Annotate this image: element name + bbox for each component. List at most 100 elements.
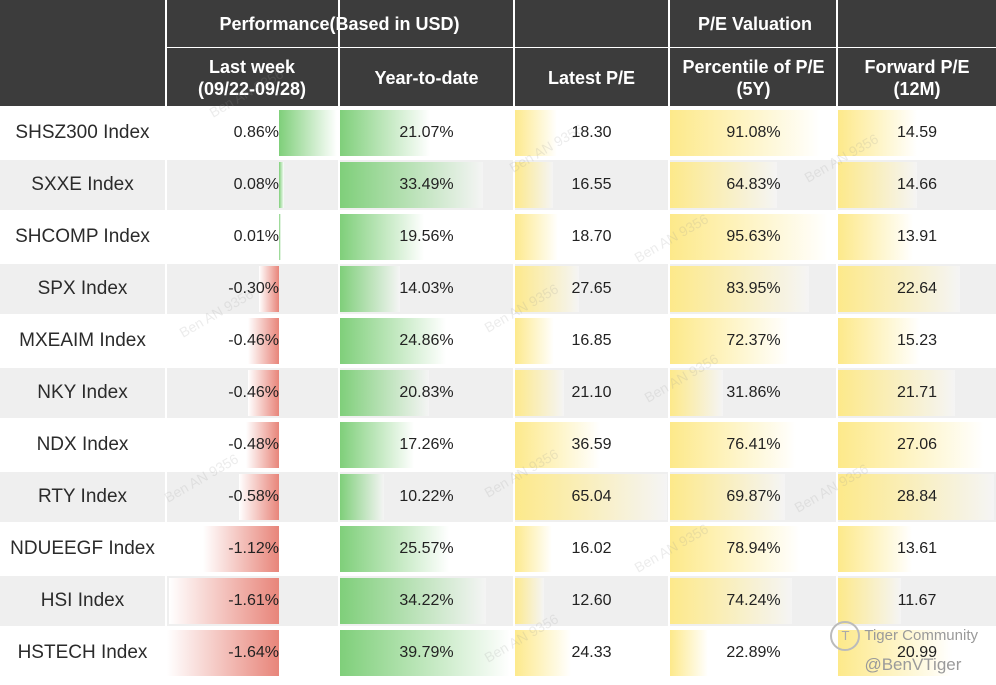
col-header-forward-pe-line2: (12M) <box>893 78 941 99</box>
percentile-cell: 31.86% <box>670 368 837 418</box>
percentile-bar <box>670 630 708 676</box>
latest-pe-cell: 21.10 <box>514 368 669 418</box>
ytd-bar <box>340 266 400 312</box>
forward-pe-cell: 14.59 <box>838 108 996 158</box>
forward-pe-bar <box>838 162 918 208</box>
forward-pe-value: 21.71 <box>896 384 938 401</box>
forward-pe-cell: 14.66 <box>838 160 996 210</box>
percentile-value: 74.24% <box>726 592 781 609</box>
ytd-cell: 34.22% <box>340 576 513 626</box>
forward-pe-value: 22.64 <box>896 280 938 297</box>
col-header-last-week-line2: (09/22-09/28) <box>197 78 307 99</box>
row-divider <box>0 314 996 316</box>
row-label: SHSZ300 Index <box>15 122 150 143</box>
percentile-bar <box>670 370 723 416</box>
ytd-cell: 21.07% <box>340 108 513 158</box>
latest-pe-bar <box>514 214 558 260</box>
branding-community-row: T Tiger Community <box>830 621 978 651</box>
col-header-forward-pe: Forward P/E (12M) <box>838 48 996 107</box>
ytd-cell: 33.49% <box>340 160 513 210</box>
latest-pe-cell: 16.02 <box>514 524 669 574</box>
percentile-bar <box>670 422 797 468</box>
latest-pe-cell: 16.85 <box>514 316 669 366</box>
last-week-bar <box>247 318 279 364</box>
percentile-cell: 22.89% <box>670 628 837 678</box>
percentile-bar <box>670 474 786 520</box>
forward-pe-bar <box>838 214 914 260</box>
ytd-value: 34.22% <box>399 592 454 609</box>
col-header-ytd: Year-to-date <box>340 48 513 107</box>
ytd-bar <box>340 214 424 260</box>
forward-pe-bar <box>838 318 921 364</box>
header-corner <box>0 0 165 107</box>
ytd-value: 14.03% <box>399 280 454 297</box>
ytd-cell: 19.56% <box>340 212 513 262</box>
percentile-value: 22.89% <box>726 644 781 661</box>
ytd-value: 19.56% <box>399 228 454 245</box>
header-valuation-label: P/E Valuation <box>697 13 813 34</box>
col-header-percentile-line2: (5Y) <box>736 78 771 99</box>
latest-pe-bar <box>514 266 580 312</box>
row-divider <box>0 678 996 680</box>
last-week-value: -0.46% <box>228 384 279 401</box>
row-label: NKY Index <box>37 382 128 403</box>
latest-pe-value: 16.85 <box>571 332 612 349</box>
last-week-bar <box>169 578 279 624</box>
latest-pe-cell: 36.59 <box>514 420 669 470</box>
row-label: SPX Index <box>37 278 128 299</box>
latest-pe-value: 16.02 <box>571 540 612 557</box>
row-divider <box>0 574 996 576</box>
ytd-value: 10.22% <box>399 488 454 505</box>
ytd-bar <box>340 526 450 572</box>
ytd-cell: 14.03% <box>340 264 513 314</box>
row-label: NDUEEGF Index <box>10 538 155 559</box>
last-week-cell: -1.61% <box>166 576 338 626</box>
ytd-value: 20.83% <box>399 384 454 401</box>
forward-pe-cell: 22.64 <box>838 264 996 314</box>
forward-pe-bar <box>838 370 956 416</box>
percentile-value: 31.86% <box>726 384 781 401</box>
ytd-value: 39.79% <box>399 644 454 661</box>
percentile-bar <box>670 162 777 208</box>
forward-pe-cell: 21.71 <box>838 368 996 418</box>
latest-pe-value: 21.10 <box>571 384 612 401</box>
forward-pe-cell: 28.84 <box>838 472 996 522</box>
percentile-value: 83.95% <box>726 280 781 297</box>
forward-pe-bar <box>838 266 961 312</box>
latest-pe-bar <box>514 162 553 208</box>
forward-pe-bar <box>838 110 917 156</box>
ytd-value: 24.86% <box>399 332 454 349</box>
row-label: SXXE Index <box>31 174 134 195</box>
forward-pe-bar <box>838 526 912 572</box>
percentile-cell: 78.94% <box>670 524 837 574</box>
latest-pe-cell: 18.70 <box>514 212 669 262</box>
ytd-cell: 39.79% <box>340 628 513 678</box>
last-week-cell: -0.46% <box>166 368 338 418</box>
forward-pe-value: 11.67 <box>897 592 937 609</box>
forward-pe-cell: 15.23 <box>838 316 996 366</box>
latest-pe-bar <box>514 370 564 416</box>
last-week-bar <box>239 474 279 520</box>
forward-pe-value: 13.61 <box>896 540 938 557</box>
latest-pe-bar <box>514 474 667 520</box>
last-week-bar <box>279 162 285 208</box>
branding: T Tiger Community @BenVTiger <box>830 621 978 675</box>
column-divider <box>836 0 838 685</box>
latest-pe-bar <box>514 318 554 364</box>
last-week-bar <box>167 630 279 676</box>
last-week-bar <box>202 526 279 572</box>
row-label: HSTECH Index <box>17 642 148 663</box>
last-week-cell: -0.30% <box>166 264 338 314</box>
forward-pe-value: 13.91 <box>896 228 938 245</box>
last-week-cell: -0.48% <box>166 420 338 470</box>
percentile-value: 72.37% <box>726 332 781 349</box>
last-week-bar <box>279 214 281 260</box>
forward-pe-value: 20.99 <box>896 644 938 661</box>
percentile-bar <box>670 110 821 156</box>
percentile-value: 64.83% <box>726 176 781 193</box>
latest-pe-value: 18.30 <box>571 124 612 141</box>
latest-pe-cell: 12.60 <box>514 576 669 626</box>
forward-pe-bar <box>838 474 994 520</box>
last-week-value: -1.61% <box>228 592 279 609</box>
